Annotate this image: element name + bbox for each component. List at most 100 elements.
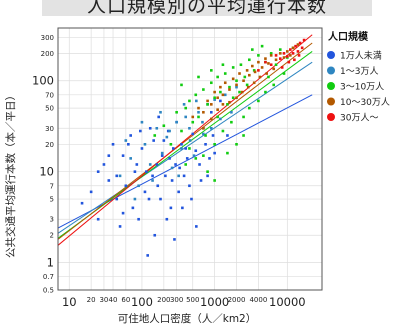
legend-marker [327,66,335,75]
data-point [231,66,235,69]
data-point [219,117,222,121]
data-point [194,157,198,160]
data-point [143,190,147,194]
data-point [257,69,260,72]
x-tick-label: 40 [109,296,118,304]
data-point [298,41,302,45]
data-point [235,142,238,146]
data-point [129,157,132,160]
x-tick-label: 30 [99,296,108,304]
data-point [192,154,196,157]
data-point [223,81,227,85]
data-point [248,106,251,110]
data-point [272,67,276,71]
data-point [194,93,198,97]
data-point [231,77,235,81]
data-point [300,46,304,50]
data-point [137,217,140,221]
data-point [257,99,260,103]
data-point [197,110,200,114]
data-point [291,52,295,55]
data-point [280,66,284,69]
data-point [235,83,238,87]
data-point [257,54,260,57]
data-point [202,110,205,114]
data-point [133,197,137,201]
data-point [199,179,203,182]
data-point [137,184,140,188]
data-point [204,142,207,146]
data-point [242,79,245,83]
data-point [180,129,183,133]
data-point [278,57,282,60]
y-tick-label: 7 [50,182,54,190]
x-tick-label: 20 [87,296,96,304]
legend-items: 1万人未満 1〜3万人 3〜10万人 10〜30万人 30万人〜 [327,50,390,124]
legend-label: 10〜30万人 [340,97,390,108]
x-tick-label: 1000 [200,295,229,309]
data-point [238,72,241,75]
data-point [208,157,211,160]
data-point [216,75,219,79]
data-point [206,103,209,106]
data-point [135,163,139,166]
legend-label: 30万人〜 [340,113,378,124]
y-tick-label: 5 [50,196,54,204]
data-point [282,56,286,59]
data-point [264,57,267,60]
data-point [198,163,201,166]
data-point [206,174,209,178]
data-point [240,90,244,94]
data-point [165,135,169,139]
data-point [148,163,152,166]
data-point [278,48,282,51]
y-axis-label: 公共交通平均運行本数（本／平日） [4,90,17,258]
data-point [248,73,251,77]
data-point [213,151,216,155]
data-point [267,75,270,79]
data-point [213,179,216,182]
data-point [197,75,200,79]
data-point [264,90,267,94]
data-point [182,174,186,178]
data-point [260,66,264,69]
legend-label: 1〜3万人 [340,66,378,77]
data-point [184,163,188,166]
y-tick-label: 3 [50,216,54,224]
data-point [221,63,225,67]
plot-frame [57,27,323,291]
data-point [274,54,278,57]
data-point [180,142,183,146]
data-point [107,179,111,182]
x-tick-label: 60 [121,296,130,304]
data-point [96,170,100,173]
data-point [184,115,188,119]
data-point [267,62,270,65]
data-point [206,99,209,103]
y-tick-label: 0.5 [43,287,54,295]
legend: 人口規模 1万人未満 1〜3万人 3〜10万人 10〜30万人 30万人〜 [323,30,397,126]
data-point [152,139,155,142]
data-point [210,110,213,114]
data-point [139,129,142,133]
x-tick-label: 300 [170,296,183,304]
data-point [188,139,192,142]
data-point [115,197,119,201]
data-point [235,79,238,83]
data-point [197,106,200,110]
data-point [80,201,84,205]
data-point [133,170,137,173]
x-tick-label: 500 [186,296,199,304]
data-point [162,139,166,142]
data-point [127,142,130,146]
x-tick-label: 10000 [269,295,306,309]
data-point [180,83,183,87]
data-point [230,120,233,124]
data-point [174,163,177,166]
data-point [228,88,231,91]
data-point [286,50,289,53]
data-point [131,206,135,210]
y-tick-label: 70 [45,91,54,99]
data-point [188,99,191,103]
data-point [121,154,125,157]
